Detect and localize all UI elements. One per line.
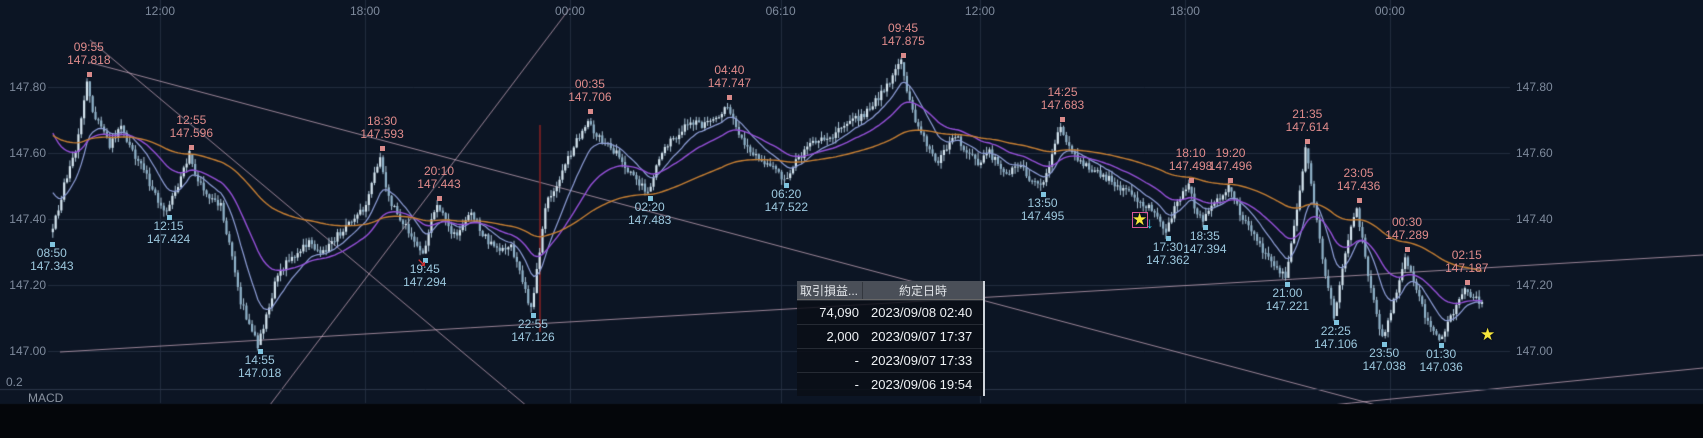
trade-history-row[interactable]: 74,090 2023/09/08 02:40: [797, 300, 983, 324]
trade-table-body: 74,090 2023/09/08 02:40 2,000 2023/09/07 17…: [797, 300, 983, 396]
trade-datetime-cell: 2023/09/06 19:54: [871, 377, 973, 392]
star-marker[interactable]: ★: [1132, 210, 1148, 229]
macd-scale-label: 0.2: [6, 375, 23, 389]
trade-history-row[interactable]: 2,000 2023/09/07 17:37: [797, 324, 983, 348]
trade-datetime-cell: 2023/09/07 17:33: [871, 353, 973, 368]
table-header-profit-loss[interactable]: 取引損益...: [800, 283, 859, 298]
trade-table-header: 取引損益... 約定日時: [797, 281, 983, 300]
star-marker[interactable]: ★: [1480, 325, 1496, 344]
trade-datetime-cell: 2023/09/07 17:37: [871, 329, 973, 344]
trade-profit-loss-cell: -: [854, 377, 859, 392]
trade-history-table[interactable]: 取引損益... 約定日時 74,090 2023/09/08 02:40 2,000…: [797, 281, 985, 396]
trade-profit-loss-cell: 2,000: [826, 329, 859, 344]
trade-profit-loss-cell: -: [854, 353, 859, 368]
trade-history-row[interactable]: -2023/09/07 17:33: [797, 348, 983, 372]
trade-datetime-cell: 2023/09/08 02:40: [871, 305, 973, 320]
macd-panel-label: MACD: [28, 391, 64, 405]
trade-profit-loss-cell: 74,090: [819, 305, 859, 320]
table-header-execution-datetime[interactable]: 約定日時: [862, 281, 983, 299]
trade-history-row[interactable]: -2023/09/06 19:54: [797, 372, 983, 396]
